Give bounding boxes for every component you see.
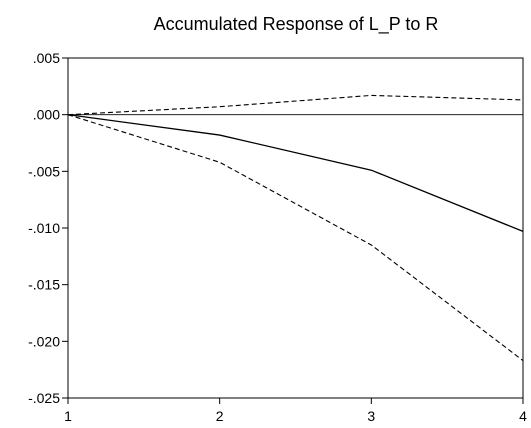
y-tick-label-3: -.010 (28, 220, 60, 236)
x-tick-label-0: 1 (64, 408, 72, 424)
response-line (67, 114, 524, 233)
lower-band-line (67, 114, 524, 362)
y-tick-label-0: .005 (33, 50, 60, 66)
y-tick-label-6: -.025 (28, 390, 60, 406)
plot-frame (67, 57, 524, 399)
x-tick-label-1: 2 (216, 408, 224, 424)
chart-title: Accumulated Response of L_P to R (154, 14, 439, 35)
upper-band-line (67, 94, 524, 116)
x-tick-label-3: 4 (519, 408, 527, 424)
x-tick-label-2: 3 (367, 408, 375, 424)
y-tick-label-5: -.020 (28, 333, 60, 349)
y-tick-label-4: -.015 (28, 277, 60, 293)
y-tick-label-1: .000 (33, 107, 60, 123)
y-tick-label-2: -.005 (28, 163, 60, 179)
